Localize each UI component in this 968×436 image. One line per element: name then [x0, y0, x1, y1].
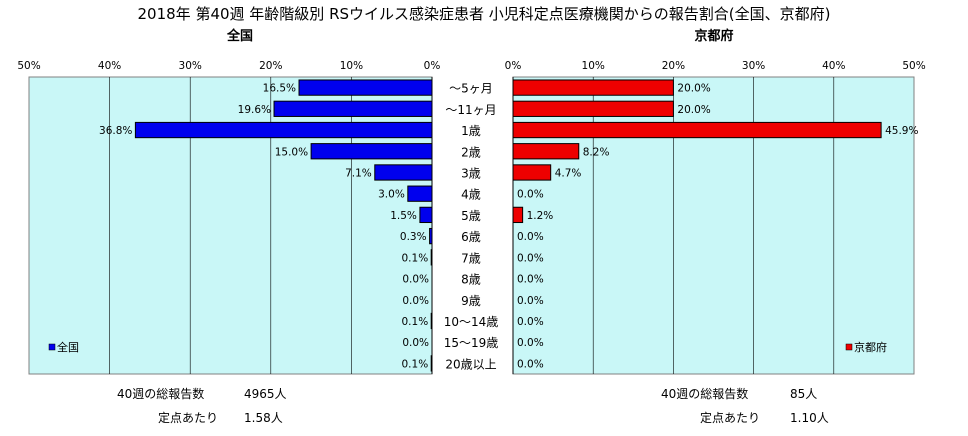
kyoto-data-label: 0.0% — [517, 316, 544, 328]
age-category-label: ～11ヶ月 — [445, 103, 496, 117]
age-category-label: 6歳 — [461, 230, 481, 244]
national-bar — [310, 143, 433, 160]
national-subtitle: 全国 — [226, 28, 253, 44]
national-data-label: 0.3% — [400, 231, 427, 243]
kyoto-x-tick-label: 0% — [505, 60, 522, 72]
kyoto-legend: 京都府 — [845, 340, 887, 354]
national-x-tick-label: 30% — [179, 60, 202, 72]
kyoto-bar — [512, 121, 882, 139]
chart-title: 2018年 第40週 年齢階級別 RSウイルス感染症患者 小児科定点医療機関から… — [138, 5, 831, 23]
kyoto-x-tick-label: 50% — [902, 60, 925, 72]
national-bar — [407, 185, 433, 202]
kyoto-bar — [512, 143, 580, 160]
national-chart-panel: 50% 40% 30% 20% 10% 0% 16.5% 19.6% 36.8% 15.0% 7.1… — [17, 60, 441, 375]
age-category-label: 7歳 — [461, 251, 481, 265]
national-plot-area — [28, 76, 433, 375]
kyoto-bar — [512, 164, 552, 181]
national-total-label: 40週の総報告数 — [117, 386, 204, 401]
national-bar — [430, 355, 433, 372]
kyoto-total-value: 85人 — [790, 387, 817, 401]
age-category-label: 4歳 — [461, 188, 481, 202]
age-category-label: 10～14歳 — [444, 315, 499, 329]
age-category-label: 8歳 — [461, 273, 481, 287]
national-data-label: 0.0% — [402, 295, 429, 307]
national-bar — [374, 164, 433, 181]
kyoto-data-label: 1.2% — [527, 210, 554, 222]
kyoto-bar — [512, 100, 674, 117]
kyoto-data-label: 0.0% — [517, 231, 544, 243]
national-bar — [430, 249, 433, 266]
age-category-label: 20歳以上 — [445, 357, 496, 371]
kyoto-total-label: 40週の総報告数 — [661, 386, 748, 401]
national-data-label: 0.1% — [402, 358, 429, 370]
age-category-label: 9歳 — [461, 294, 481, 308]
age-category-label: 1歳 — [461, 124, 481, 138]
national-data-label: 3.0% — [378, 189, 405, 201]
national-data-label: 1.5% — [390, 210, 417, 222]
national-x-tick-label: 50% — [17, 60, 40, 72]
kyoto-data-label: 8.2% — [583, 146, 610, 158]
kyoto-x-tick-label: 30% — [742, 60, 765, 72]
national-bar — [134, 121, 433, 139]
kyoto-data-label: 0.0% — [517, 337, 544, 349]
kyoto-data-label: 4.7% — [555, 167, 582, 179]
national-data-label: 0.0% — [402, 274, 429, 286]
kyoto-legend-label: 京都府 — [854, 340, 887, 354]
kyoto-data-label: 20.0% — [677, 83, 710, 95]
national-data-label: 0.1% — [402, 316, 429, 328]
national-x-tick-label: 20% — [259, 60, 282, 72]
national-data-label: 36.8% — [99, 125, 132, 137]
kyoto-chart-panel: 0% 10% 20% 30% 40% 50% 20.0% 20.0% 45.9% 8.2%4.7%… — [505, 60, 926, 375]
national-bar — [430, 312, 433, 330]
kyoto-x-tick-label: 40% — [822, 60, 845, 72]
national-legend-label: 全国 — [57, 340, 79, 354]
kyoto-data-label: 0.0% — [517, 274, 544, 286]
national-per-sentinel-value: 1.58人 — [244, 411, 283, 425]
national-x-tick-label: 0% — [424, 60, 441, 72]
kyoto-per-sentinel-label: 定点あたり — [700, 410, 760, 425]
national-data-label: 0.0% — [402, 337, 429, 349]
kyoto-plot-area — [512, 76, 915, 375]
age-category-labels: ～5ヶ月 ～11ヶ月 1歳 2歳 3歳 4歳 5歳 6歳 7歳 8歳 9歳 10～14歳 15～19歳 2… — [444, 82, 499, 372]
kyoto-data-label: 20.0% — [677, 104, 710, 116]
age-category-label: 5歳 — [461, 209, 481, 223]
national-footer: 40週の総報告数 4965人 定点あたり 1.58人 — [117, 386, 287, 425]
national-data-label: 0.1% — [402, 252, 429, 264]
age-category-label: 15～19歳 — [444, 336, 499, 350]
kyoto-data-label: 0.0% — [517, 358, 544, 370]
national-data-label: 15.0% — [275, 146, 308, 158]
national-data-label: 16.5% — [263, 83, 296, 95]
age-category-label: ～5ヶ月 — [449, 82, 493, 96]
national-x-tick-label: 40% — [98, 60, 121, 72]
kyoto-data-label: 45.9% — [885, 125, 918, 137]
age-category-label: 2歳 — [461, 145, 481, 159]
national-x-tick-label: 10% — [340, 60, 363, 72]
kyoto-legend-swatch — [845, 343, 853, 351]
national-legend: 全国 — [48, 340, 79, 354]
kyoto-bar — [512, 79, 674, 96]
kyoto-x-tick-label: 20% — [662, 60, 685, 72]
national-bar — [298, 79, 433, 96]
age-category-label: 3歳 — [461, 166, 481, 180]
national-bar — [273, 100, 433, 117]
national-total-value: 4965人 — [244, 387, 287, 401]
national-data-label: 7.1% — [345, 167, 372, 179]
national-bar — [419, 206, 433, 224]
kyoto-bar — [512, 206, 524, 224]
kyoto-data-label: 0.0% — [517, 189, 544, 201]
national-data-label: 19.6% — [238, 104, 271, 116]
national-per-sentinel-label: 定点あたり — [158, 410, 218, 425]
kyoto-data-label: 0.0% — [517, 295, 544, 307]
national-legend-swatch — [48, 343, 56, 351]
kyoto-per-sentinel-value: 1.10人 — [790, 411, 829, 425]
kyoto-x-tick-label: 10% — [582, 60, 605, 72]
kyoto-subtitle: 京都府 — [694, 28, 733, 44]
kyoto-data-label: 0.0% — [517, 252, 544, 264]
national-bar — [429, 227, 433, 245]
kyoto-footer: 40週の総報告数 85人 定点あたり 1.10人 — [661, 386, 829, 425]
